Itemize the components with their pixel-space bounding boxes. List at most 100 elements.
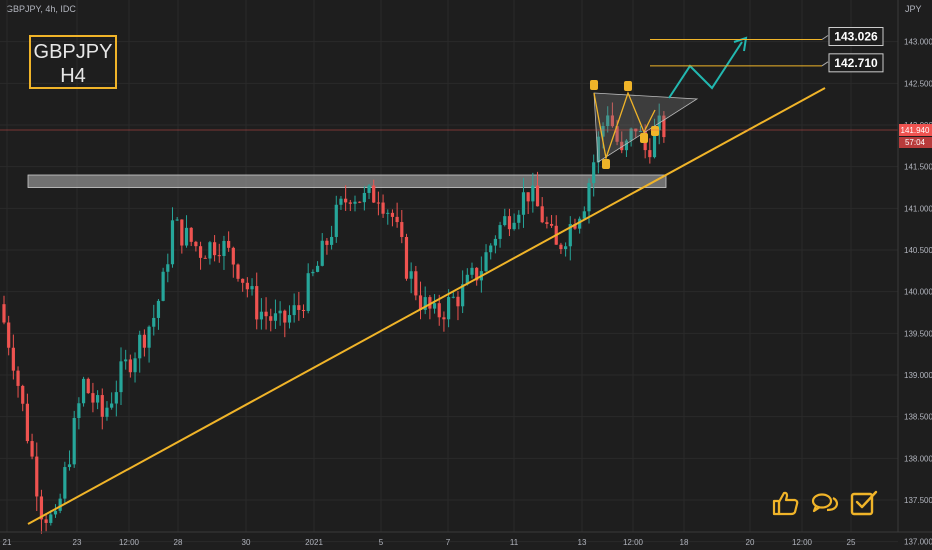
candle-body xyxy=(587,183,591,212)
candle-body xyxy=(652,130,657,158)
candle-body xyxy=(540,206,544,223)
checkbox-icon[interactable] xyxy=(849,488,879,518)
thumbs-up-icon[interactable] xyxy=(771,488,801,518)
candle-body xyxy=(484,252,488,272)
candle-body xyxy=(573,224,577,229)
candle-body xyxy=(273,313,278,321)
candle-body xyxy=(601,126,605,137)
price-tick-label: 140.000 xyxy=(904,288,932,297)
candle-body xyxy=(306,273,310,311)
candle-body xyxy=(194,241,198,247)
candle-body xyxy=(545,222,549,224)
candle-body xyxy=(81,378,86,404)
resistance-zone-layer xyxy=(27,174,667,188)
wave-label: A xyxy=(592,83,597,90)
title-box: GBPJPY H4 xyxy=(29,35,117,89)
candle-body xyxy=(105,407,109,417)
candle-body xyxy=(578,218,582,229)
candle-body xyxy=(549,223,554,226)
time-tick-label: 21 xyxy=(3,538,12,547)
triangle-pattern xyxy=(593,92,699,163)
candle-body xyxy=(292,305,296,316)
target-label-box xyxy=(828,27,884,46)
candle-body xyxy=(353,201,357,204)
candle-body xyxy=(358,201,362,203)
price-tick-label: 141.000 xyxy=(904,204,932,213)
price-tick-label: 139.500 xyxy=(904,329,932,338)
candle-body xyxy=(128,359,132,373)
candle-body xyxy=(489,245,493,253)
candle-body xyxy=(245,282,249,290)
overlay: A B C DE 143.026 142.710 xyxy=(0,27,898,525)
candle-body xyxy=(339,198,343,205)
candle-body xyxy=(2,304,6,323)
candle-body xyxy=(96,395,100,403)
candle-body xyxy=(428,297,432,309)
candle-body xyxy=(311,271,315,274)
candle-body xyxy=(409,271,413,279)
candle-body xyxy=(287,315,292,323)
candle-body xyxy=(58,498,62,511)
candle-body xyxy=(325,240,329,245)
candle-body xyxy=(344,198,348,203)
ascending-trendline xyxy=(27,87,826,525)
countdown-label: 57:04 xyxy=(905,138,926,147)
wave-label-box xyxy=(651,126,659,136)
candle-body xyxy=(259,311,263,320)
price-tick-label: 138.000 xyxy=(904,454,932,463)
time-tick-label: 5 xyxy=(379,538,384,547)
candle-body xyxy=(21,385,25,404)
candle-body xyxy=(203,257,207,259)
candle-body xyxy=(278,310,282,314)
time-tick-label: 30 xyxy=(242,538,251,547)
candle-body xyxy=(236,264,240,279)
price-tick-label: 137.000 xyxy=(904,538,932,547)
candle-body xyxy=(255,286,259,320)
candle-body xyxy=(67,464,72,468)
candle-body xyxy=(535,185,540,207)
candle-body xyxy=(596,136,600,163)
candle-body xyxy=(138,334,142,359)
time-tick-label: 28 xyxy=(174,538,183,547)
target-label: 142.710 xyxy=(834,56,878,70)
candle-body xyxy=(423,297,427,310)
candle-body xyxy=(166,264,170,272)
candle-body xyxy=(386,212,390,214)
time-tick-label: 13 xyxy=(578,538,587,547)
target-label: 143.026 xyxy=(834,30,878,44)
candle-body xyxy=(16,370,20,386)
candle-body xyxy=(418,295,423,310)
candle-body xyxy=(437,303,441,318)
wave-label: C xyxy=(625,84,630,91)
candle-body xyxy=(648,150,652,158)
candle-body xyxy=(521,192,526,215)
candle-body xyxy=(568,224,572,247)
time-tick-label: 25 xyxy=(847,538,856,547)
candle-body xyxy=(582,211,586,219)
countdown-badge xyxy=(899,137,932,148)
price-tick-label: 137.500 xyxy=(904,496,932,505)
candle-body xyxy=(133,358,137,373)
time-tick-label: 23 xyxy=(73,538,82,547)
candle-body xyxy=(208,242,212,259)
candle-body xyxy=(213,242,217,256)
comments-icon[interactable] xyxy=(810,488,840,518)
current-price-badge xyxy=(899,124,932,136)
candle-body xyxy=(142,334,146,348)
chart-header: GBPJPY, 4h, IDC xyxy=(6,4,76,14)
price-tick-label: 141.500 xyxy=(904,163,932,172)
candle-body xyxy=(241,278,245,283)
candle-body xyxy=(372,185,376,203)
title-timeframe: H4 xyxy=(60,65,86,87)
candle-body xyxy=(559,244,563,250)
candle-body xyxy=(152,317,156,327)
candle-body xyxy=(170,220,175,265)
candle-body xyxy=(35,456,39,497)
wave-label: B xyxy=(604,162,609,169)
projection-path xyxy=(668,41,743,99)
candle-body xyxy=(147,326,151,348)
candle-body xyxy=(217,255,221,257)
price-tick-label: 142.500 xyxy=(904,79,932,88)
candle-body xyxy=(470,267,474,275)
